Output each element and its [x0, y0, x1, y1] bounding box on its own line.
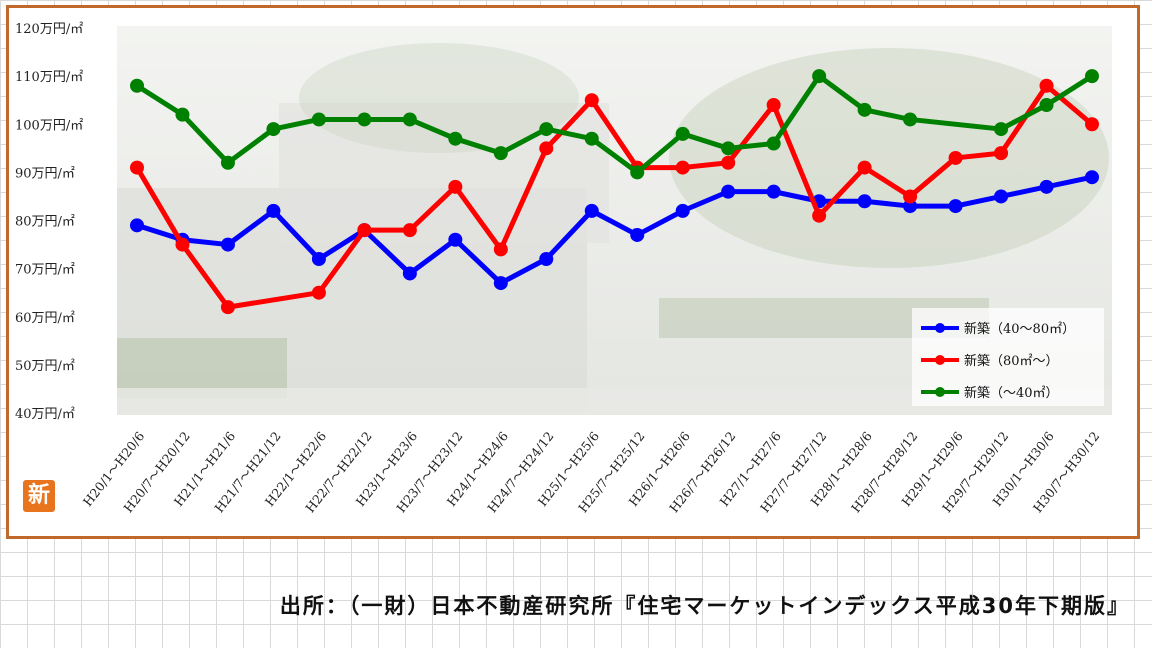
data-point — [994, 189, 1009, 204]
data-point — [857, 102, 872, 117]
data-point — [812, 208, 827, 223]
data-point — [903, 199, 918, 214]
source-caption: 出所：（一財）日本不動産研究所『住宅マーケットインデックス平成30年下期版』 — [279, 594, 1130, 618]
data-point — [994, 146, 1009, 161]
data-point — [857, 160, 872, 175]
y-tick-label: 60万円/㎡ — [15, 311, 75, 326]
legend: 新築（40～80㎡） 新築（80㎡～） 新築（～40㎡） — [912, 308, 1104, 406]
series-3 — [130, 69, 1099, 180]
data-point — [220, 300, 235, 315]
series-1 — [130, 170, 1099, 291]
data-point — [493, 276, 508, 291]
data-point — [857, 194, 872, 209]
data-point — [1039, 179, 1054, 194]
y-tick-label: 120万円/㎡ — [15, 22, 83, 37]
data-point — [948, 199, 963, 214]
y-tick-label: 70万円/㎡ — [15, 263, 75, 278]
y-tick-label: 110万円/㎡ — [15, 70, 83, 85]
data-point — [1085, 69, 1099, 84]
legend-label: 新築（80㎡～） — [964, 353, 1059, 369]
data-point — [220, 237, 235, 252]
data-point — [1085, 117, 1099, 132]
data-point — [766, 136, 781, 151]
y-axis: 40万円/㎡ 50万円/㎡ 60万円/㎡ 70万円/㎡ 80万円/㎡ 90万円/㎡ 100万… — [15, 22, 83, 422]
series-line — [134, 174, 1095, 286]
data-point — [311, 285, 326, 300]
data-point — [1039, 78, 1054, 93]
chart-frame: 40万円/㎡ 50万円/㎡ 60万円/㎡ 70万円/㎡ 80万円/㎡ 90万円/㎡ 100万… — [6, 5, 1140, 539]
data-point — [357, 223, 372, 238]
data-point — [903, 112, 918, 127]
data-point — [266, 203, 281, 218]
data-point — [130, 78, 144, 93]
data-point — [1039, 98, 1054, 112]
y-tick-label: 40万円/㎡ — [15, 407, 75, 422]
data-point — [584, 203, 599, 218]
legend-label: 新築（40～80㎡） — [964, 321, 1075, 337]
data-point — [630, 227, 645, 242]
data-point — [903, 189, 918, 204]
x-axis: H20/1～H20/6H20/7～H20/12H21/1～H21/6H21/7～… — [80, 429, 1103, 516]
data-point — [1085, 170, 1099, 185]
logo-badge: 新 — [23, 480, 55, 512]
data-point — [402, 112, 417, 127]
y-tick-label: 80万円/㎡ — [15, 215, 75, 230]
legend-marker — [935, 387, 945, 397]
data-point — [402, 266, 417, 281]
data-point — [675, 203, 690, 218]
data-point — [130, 218, 144, 233]
data-point — [675, 126, 690, 141]
data-point — [448, 179, 463, 194]
data-point — [311, 252, 326, 266]
legend-marker — [935, 355, 945, 365]
data-point — [175, 237, 190, 252]
data-point — [539, 122, 554, 137]
data-point — [448, 232, 463, 247]
data-point — [675, 160, 690, 175]
series-layer — [130, 69, 1099, 315]
data-point — [402, 223, 417, 238]
data-point — [721, 184, 736, 199]
data-point — [493, 146, 508, 161]
data-point — [357, 112, 372, 127]
data-point — [493, 242, 508, 257]
data-point — [721, 141, 736, 156]
data-point — [175, 107, 190, 122]
legend-marker — [935, 323, 945, 333]
legend-label: 新築（～40㎡） — [964, 385, 1059, 401]
data-point — [766, 184, 781, 199]
data-point — [266, 122, 281, 137]
data-point — [448, 131, 463, 146]
data-point — [721, 155, 736, 170]
line-chart: 40万円/㎡ 50万円/㎡ 60万円/㎡ 70万円/㎡ 80万円/㎡ 90万円/㎡ 100万… — [15, 22, 1112, 516]
data-point — [766, 98, 781, 112]
y-tick-label: 90万円/㎡ — [15, 166, 75, 181]
data-point — [584, 93, 599, 108]
y-tick-label: 50万円/㎡ — [15, 359, 75, 374]
data-point — [584, 131, 599, 146]
data-point — [948, 150, 963, 165]
data-point — [130, 160, 144, 175]
data-point — [220, 155, 235, 170]
data-point — [539, 252, 554, 266]
data-point — [812, 69, 827, 84]
data-point — [994, 122, 1009, 137]
data-point — [630, 165, 645, 180]
data-point — [539, 141, 554, 156]
data-point — [311, 112, 326, 127]
plot-background-photo — [117, 26, 1112, 415]
y-tick-label: 100万円/㎡ — [15, 118, 83, 133]
